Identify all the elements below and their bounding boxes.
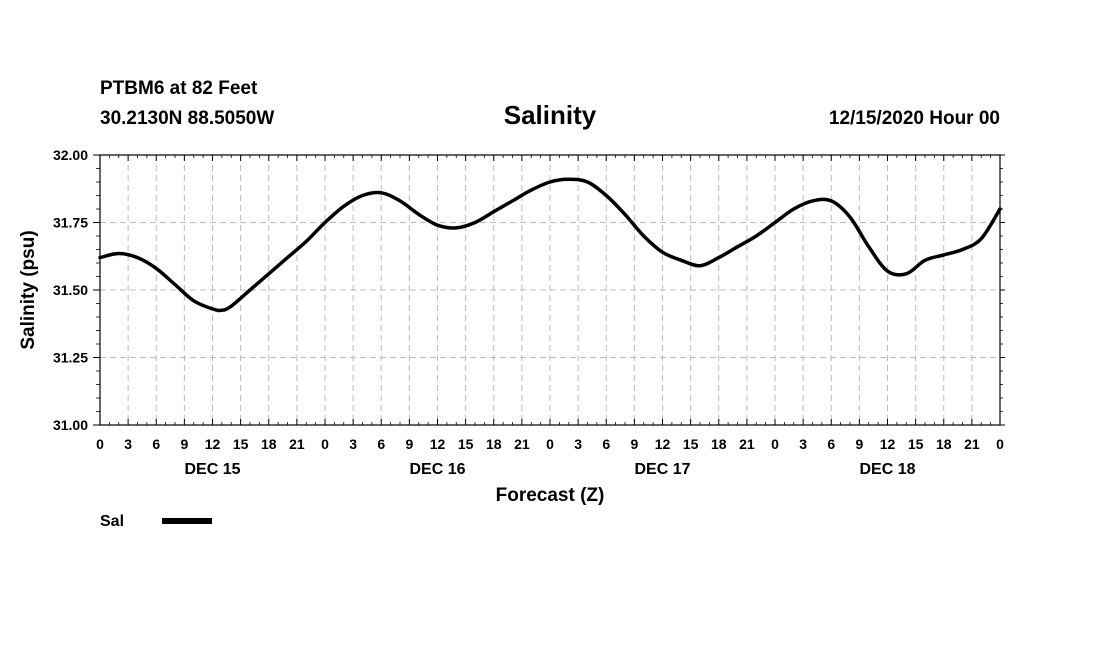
x-tick-label: 18 — [936, 436, 952, 452]
x-tick-label: 3 — [574, 436, 582, 452]
axis-ticks — [93, 154, 1005, 426]
x-tick-label: 12 — [205, 436, 221, 452]
x-tick-label: 15 — [458, 436, 474, 452]
y-tick-label: 31.00 — [53, 417, 88, 433]
legend-label: Sal — [100, 513, 124, 530]
y-tick-label: 32.00 — [53, 147, 88, 163]
x-tick-label: 18 — [486, 436, 502, 452]
x-tick-label: 15 — [233, 436, 249, 452]
x-tick-label: 9 — [855, 436, 863, 452]
salinity-series-line — [98, 177, 1002, 313]
day-labels: DEC 15 DEC 16 DEC 17 DEC 18 — [184, 461, 915, 478]
x-tick-label: 6 — [602, 436, 610, 452]
day-label: DEC 18 — [859, 461, 915, 478]
grid-lines — [100, 155, 1000, 425]
x-tick-label: 18 — [711, 436, 727, 452]
day-label: DEC 16 — [409, 461, 465, 478]
x-tick-label: 9 — [630, 436, 638, 452]
x-tick-label: 3 — [799, 436, 807, 452]
coordinates-label: 30.2130N 88.5050W — [100, 108, 274, 129]
x-tick-label: 12 — [430, 436, 446, 452]
y-tick-label: 31.25 — [53, 350, 88, 366]
x-tick-label: 21 — [739, 436, 755, 452]
x-tick-label: 18 — [261, 436, 277, 452]
x-tick-label: 9 — [405, 436, 413, 452]
x-tick-label: 0 — [546, 436, 554, 452]
x-tick-label: 21 — [964, 436, 980, 452]
x-tick-labels: 0 3 6 9 12 15 18 21 0 3 6 9 12 15 18 21 0 3 6 9 12 15 18 21 0 3 6 9… — [96, 436, 1004, 452]
station-label: PTBM6 at 82 Feet — [100, 78, 258, 99]
chart-title: Salinity — [504, 100, 597, 130]
x-tick-label: 9 — [180, 436, 188, 452]
x-tick-label: 3 — [349, 436, 357, 452]
x-tick-label: 21 — [514, 436, 530, 452]
y-tick-label: 31.50 — [53, 282, 88, 298]
day-label: DEC 17 — [634, 461, 690, 478]
y-tick-labels: 31.00 31.25 31.50 31.75 32.00 — [53, 147, 88, 433]
x-tick-label: 15 — [683, 436, 699, 452]
plot-frame — [99, 154, 1001, 426]
x-tick-label: 21 — [289, 436, 305, 452]
forecast-date-label: 12/15/2020 Hour 00 — [829, 108, 1000, 129]
x-tick-label: 0 — [96, 436, 104, 452]
x-tick-label: 15 — [908, 436, 924, 452]
x-tick-label: 6 — [827, 436, 835, 452]
x-axis-title: Forecast (Z) — [496, 485, 605, 506]
x-tick-label: 0 — [321, 436, 329, 452]
x-tick-label: 12 — [880, 436, 896, 452]
y-axis-title: Salinity (psu) — [18, 230, 39, 349]
series-layer — [98, 177, 1002, 313]
x-tick-label: 0 — [771, 436, 779, 452]
x-tick-label: 3 — [124, 436, 132, 452]
x-tick-label: 0 — [996, 436, 1004, 452]
day-label: DEC 15 — [184, 461, 240, 478]
x-tick-label: 6 — [152, 436, 160, 452]
x-tick-label: 6 — [377, 436, 385, 452]
x-tick-label: 12 — [655, 436, 671, 452]
y-tick-label: 31.75 — [53, 215, 88, 231]
